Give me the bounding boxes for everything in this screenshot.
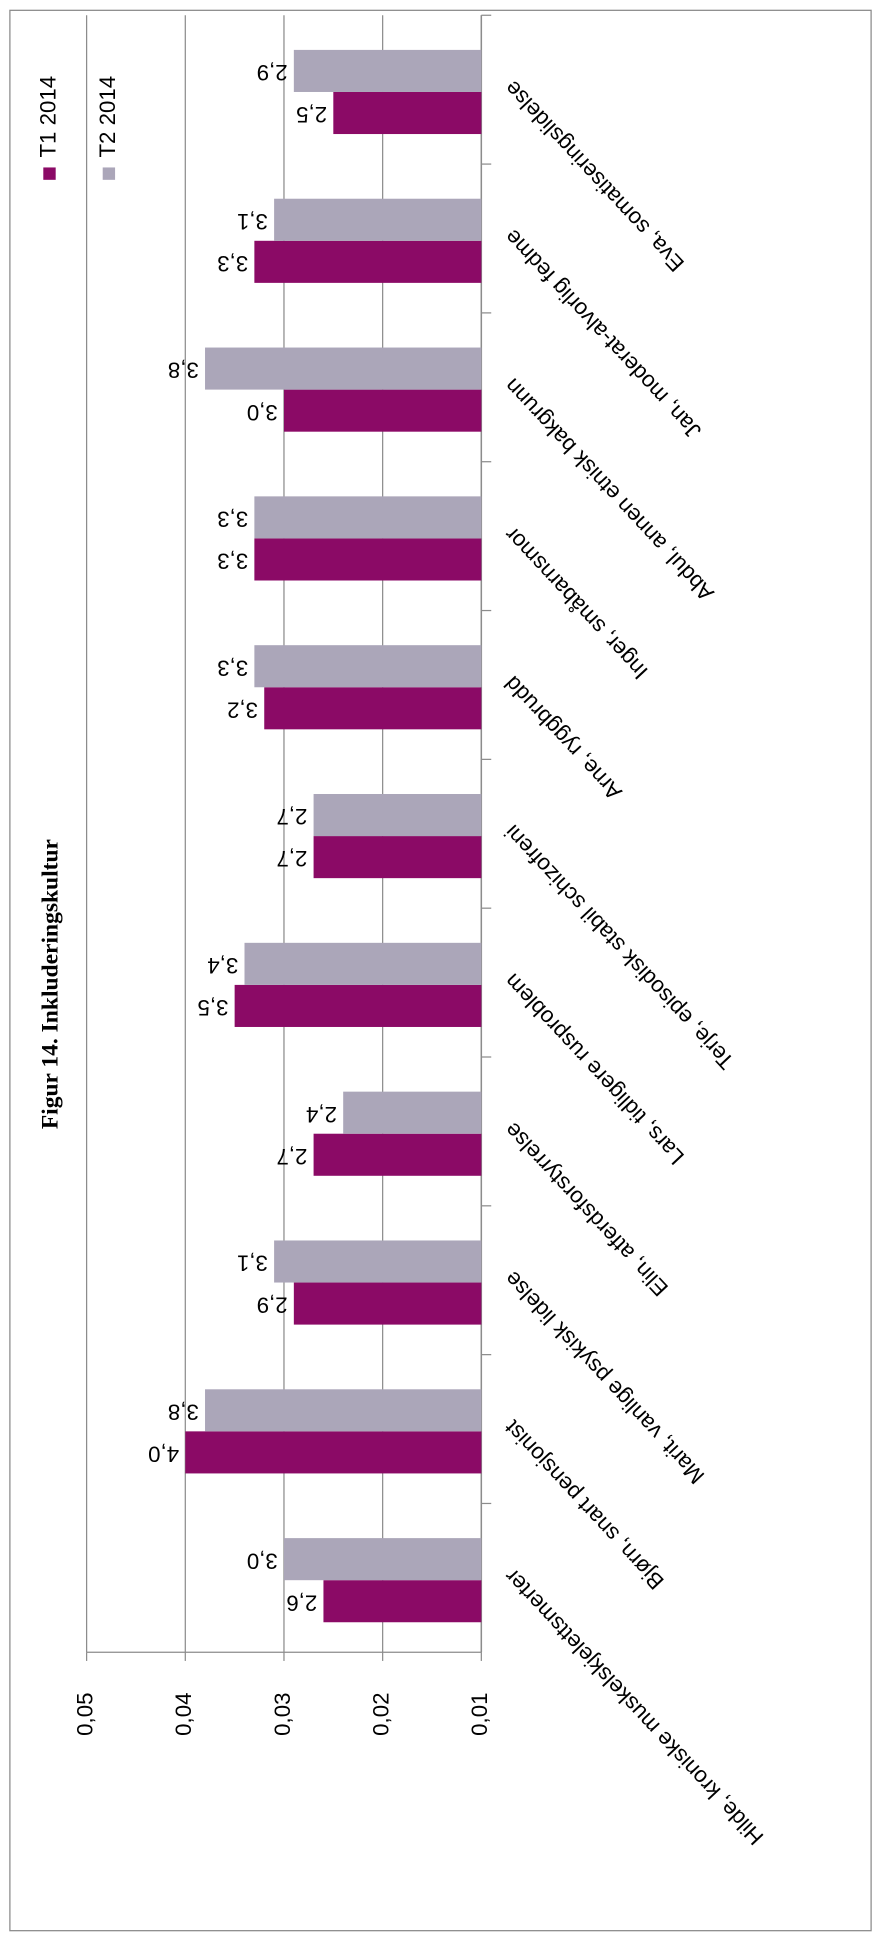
data-label: 2,7: [276, 804, 307, 829]
legend-label: T1 2014: [35, 76, 60, 158]
data-label: 2,6: [286, 1590, 317, 1615]
bar: [333, 91, 482, 135]
data-label: 2,4: [306, 1102, 337, 1127]
data-label: 3,8: [168, 358, 199, 383]
bar: [264, 687, 482, 730]
bar: [274, 198, 482, 241]
bar: [205, 1389, 482, 1432]
legend-label: T2 2014: [95, 76, 120, 158]
bar: [313, 794, 482, 837]
bar: [185, 1431, 482, 1474]
data-label: 2,9: [257, 1293, 288, 1318]
bar: [343, 1091, 482, 1134]
bar: [274, 1240, 482, 1283]
y-tick-label: 0,03: [270, 1692, 295, 1735]
data-label: 3,8: [168, 1399, 199, 1424]
legend-swatch: [43, 167, 56, 180]
bar: [205, 347, 482, 390]
bar: [254, 645, 482, 688]
y-tick-label: 0,01: [467, 1692, 492, 1735]
data-label: 2,9: [257, 60, 288, 85]
data-label: 3,5: [197, 995, 228, 1020]
data-label: 2,7: [276, 846, 307, 871]
bar: [323, 1580, 482, 1623]
data-label: 3,0: [247, 400, 278, 425]
data-label: 3,2: [227, 697, 258, 722]
bar: [293, 49, 482, 92]
data-label: 2,7: [276, 1144, 307, 1169]
chart-title: Figur 14. Inkluderingskultur: [37, 839, 63, 1129]
data-label: 3,3: [217, 507, 248, 532]
bar: [254, 496, 482, 539]
y-tick-label: 0,02: [369, 1692, 394, 1735]
bar: [283, 389, 482, 432]
data-label: 3,3: [217, 549, 248, 574]
y-tick-label: 0,05: [73, 1692, 98, 1735]
data-label: 2,5: [296, 102, 327, 127]
bar: [234, 984, 482, 1027]
data-label: 3,3: [217, 655, 248, 680]
bar: [244, 942, 482, 985]
bar: [254, 538, 482, 581]
y-tick-label: 0,04: [171, 1692, 196, 1735]
data-label: 3,1: [237, 1251, 268, 1276]
data-label: 3,1: [237, 209, 268, 234]
data-label: 4,0: [148, 1442, 179, 1467]
data-label: 3,0: [247, 1548, 278, 1573]
legend-swatch: [102, 167, 116, 180]
bar: [254, 240, 482, 283]
data-label: 3,4: [207, 953, 238, 978]
bar: [283, 1538, 482, 1581]
bar: [313, 836, 482, 879]
bar: [293, 1282, 482, 1325]
bar: [313, 1133, 482, 1176]
data-label: 3,3: [217, 251, 248, 276]
